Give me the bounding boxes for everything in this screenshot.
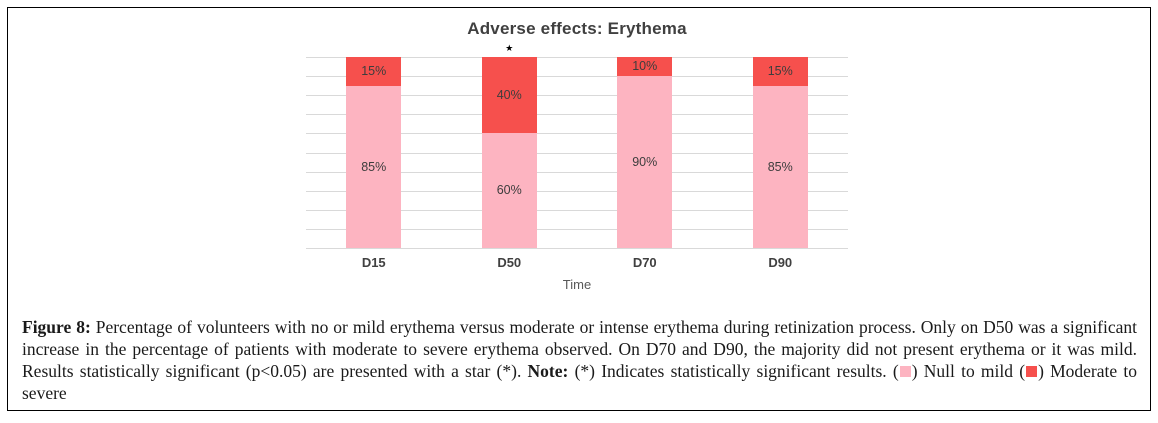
segment-moderate-to-severe-d50: 40%: [481, 57, 537, 134]
x-axis-labels: D15 D50 D70 D90: [306, 255, 848, 270]
segment-moderate-to-severe-d90: 15%: [752, 57, 808, 86]
x-axis-title: Time: [562, 277, 592, 292]
stacked-bar-d90: 85% 15%: [752, 57, 808, 248]
caption-body: Percentage of volunteers with no or mild…: [22, 317, 1137, 381]
x-axis-label-d70: D70: [632, 255, 657, 270]
gridline: [306, 76, 848, 78]
gridline: [306, 209, 848, 211]
gridline: [306, 190, 848, 192]
segment-value-label: 90%: [632, 154, 658, 169]
gridlines: [306, 57, 848, 249]
stacked-bar-d70: 90% 10%: [617, 57, 673, 248]
x-axis-label-d90: D90: [768, 255, 793, 270]
gridline: [306, 171, 848, 173]
segment-null-to-mild-d50: 60%: [481, 133, 537, 248]
legend-moderate-paren: (): [1019, 361, 1044, 381]
figure-label: Figure 8:: [22, 317, 91, 337]
stacked-bar-d15: 85% 15%: [346, 57, 402, 248]
note-label: Note:: [527, 361, 569, 381]
segment-moderate-to-severe-d15: 15%: [346, 57, 402, 86]
segment-null-to-mild-d90: 85%: [752, 85, 808, 248]
gridline: [306, 228, 848, 230]
figure-frame: Adverse effects: Erythema 85% 15% ★ 60% 40% 9…: [7, 7, 1151, 411]
segment-value-label: 85%: [767, 159, 793, 174]
bar-slot-d90: 85% 15%: [713, 57, 849, 248]
legend-null-label: Null to mild: [917, 361, 1020, 381]
gridline: [306, 152, 848, 154]
bar-slot-d50: ★ 60% 40%: [442, 44, 578, 248]
significance-star: ★: [505, 43, 514, 53]
legend-swatch-null-to-mild: [899, 366, 911, 377]
segment-value-label: 10%: [632, 59, 658, 74]
segment-value-label: 15%: [767, 64, 793, 79]
legend-null-paren: (): [892, 361, 918, 381]
bar-slot-d70: 90% 10%: [577, 57, 713, 248]
stacked-bar-d50: 60% 40%: [481, 57, 537, 248]
segment-null-to-mild-d15: 85%: [346, 85, 402, 248]
stacked-bar-chart: Adverse effects: Erythema 85% 15% ★ 60% 40% 9…: [306, 18, 848, 292]
note-body: (*) Indicates statistically significant …: [568, 361, 893, 381]
segment-moderate-to-severe-d70: 10%: [617, 57, 673, 77]
x-axis-label-d15: D15: [361, 255, 386, 270]
chart-title: Adverse effects: Erythema: [467, 19, 687, 38]
segment-null-to-mild-d70: 90%: [617, 76, 673, 248]
bar-slot-d15: 85% 15%: [306, 57, 442, 248]
bars: 85% 15% ★ 60% 40% 90% 10% 85% 15%: [306, 44, 849, 248]
segment-value-label: 40%: [496, 87, 522, 102]
gridline: [306, 133, 848, 135]
segment-value-label: 15%: [361, 64, 387, 79]
segment-value-label: 85%: [361, 159, 387, 174]
plot-area: 85% 15% ★ 60% 40% 90% 10% 85% 15%: [306, 44, 849, 249]
gridline: [306, 114, 848, 116]
legend-moderate-label: Moderate to severe: [22, 361, 1137, 403]
gridline: [306, 248, 848, 249]
figure-caption: Figure 8: Percentage of volunteers with …: [22, 316, 1137, 404]
gridline: [306, 95, 848, 97]
legend-swatch-moderate-to-severe: [1026, 366, 1038, 377]
x-axis-label-d50: D50: [497, 255, 522, 270]
segment-value-label: 60%: [496, 183, 522, 198]
gridline: [306, 57, 848, 58]
